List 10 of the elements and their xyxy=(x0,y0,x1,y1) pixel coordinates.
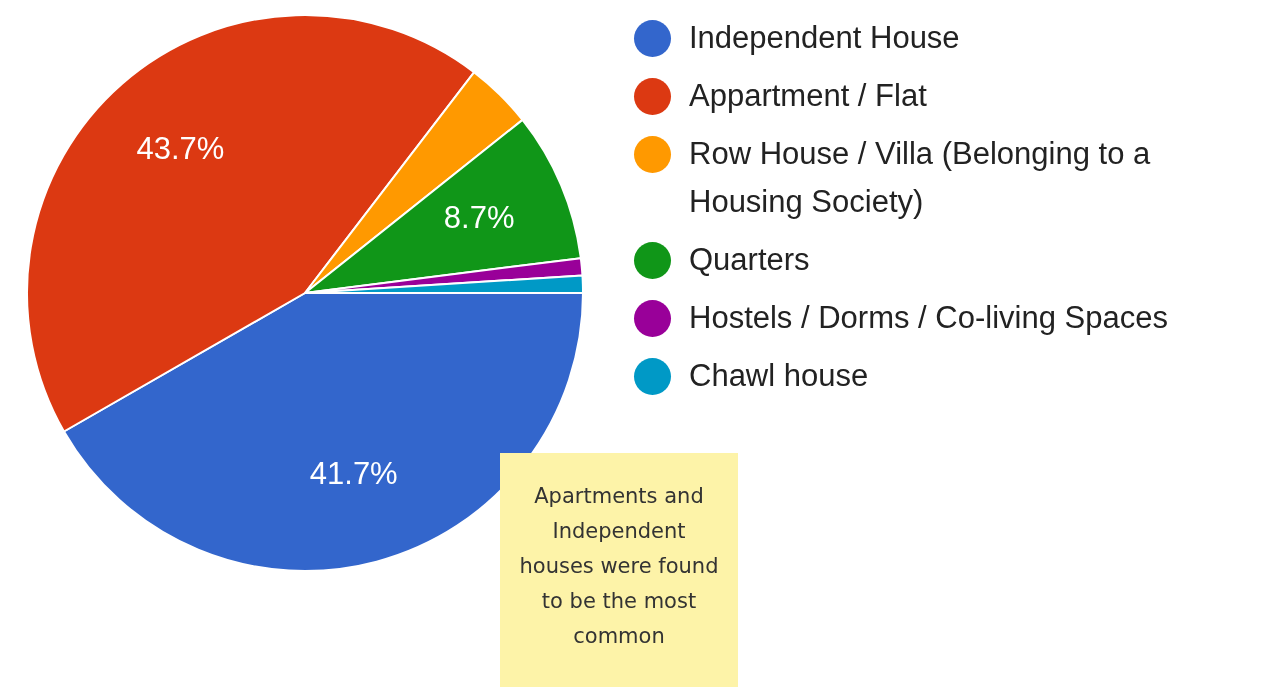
data-label: 41.7% xyxy=(309,456,398,492)
legend-label: Appartment / Flat xyxy=(689,77,927,115)
legend-label: Hostels / Dorms / Co-living Spaces xyxy=(689,299,1168,337)
legend-label: Quarters xyxy=(689,241,810,279)
data-label: 8.7% xyxy=(443,200,515,236)
legend-label: Row House / Villa (Belonging to a Housing Society) xyxy=(689,135,1152,221)
legend-label: Chawl house xyxy=(689,357,869,395)
data-label: 43.7% xyxy=(136,131,225,167)
legend-label: Independent House xyxy=(689,19,960,57)
text: Apartments and Independent houses were found to be the most common xyxy=(500,453,738,687)
